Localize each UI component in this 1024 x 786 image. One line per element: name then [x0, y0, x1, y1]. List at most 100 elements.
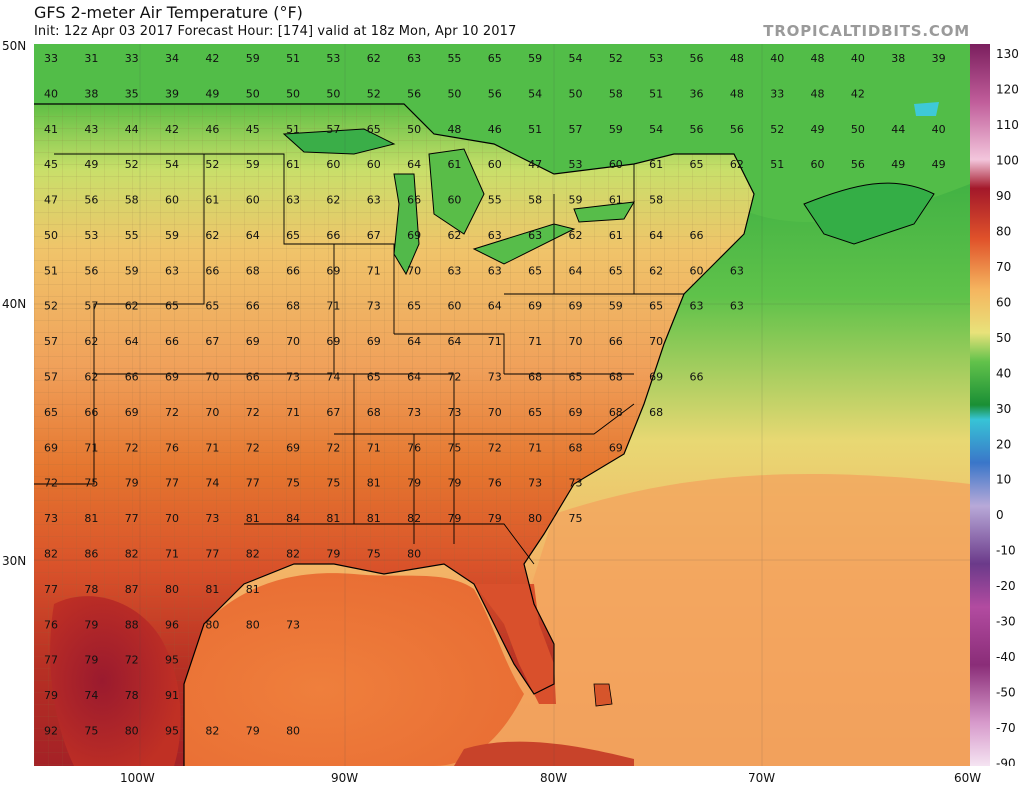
map-canvas: 33 31 33 34 42 59 51 53 62 63 55 65 59 54 52 53 56 48 40 48…	[34, 44, 970, 766]
temperature-value: 66	[326, 229, 340, 242]
temperature-value: 57	[44, 335, 58, 348]
temperature-value: 40	[932, 123, 946, 136]
temperature-value: 65	[649, 300, 663, 313]
temperature-value: 79	[326, 547, 340, 560]
temperature-value: 72	[165, 406, 179, 419]
temperature-value: 54	[649, 123, 663, 136]
temperature-value: 59	[609, 300, 623, 313]
temperature-value: 62	[649, 264, 663, 277]
temperature-value: 66	[125, 371, 139, 384]
temperature-value: 58	[125, 194, 139, 207]
temperature-value: 68	[609, 406, 623, 419]
temperature-value: 75	[447, 441, 461, 454]
temperature-value: 60	[165, 194, 179, 207]
temperature-value: 77	[44, 654, 58, 667]
temperature-value: 65	[528, 264, 542, 277]
temperature-value: 52	[44, 300, 58, 313]
temperature-value: 70	[165, 512, 179, 525]
temperature-value: 60	[367, 158, 381, 171]
temperature-value: 66	[286, 264, 300, 277]
colorbar-tick-label: 40	[996, 366, 1011, 380]
temperature-value: 58	[528, 194, 542, 207]
temperature-value: 77	[165, 477, 179, 490]
temperature-value: 51	[44, 264, 58, 277]
bahamas	[593, 683, 613, 707]
temperature-value: 54	[568, 52, 582, 65]
temperature-value: 59	[246, 52, 260, 65]
temperature-value: 56	[690, 52, 704, 65]
temperature-value: 62	[205, 229, 219, 242]
temperature-value: 73	[488, 371, 502, 384]
temperature-value: 75	[286, 477, 300, 490]
temperature-value: 79	[488, 512, 502, 525]
colorbar-tick-label: -90	[996, 757, 1016, 766]
temperature-value: 91	[165, 689, 179, 702]
temperature-value: 64	[568, 264, 582, 277]
maritimes	[803, 182, 935, 245]
temperature-value: 46	[488, 123, 502, 136]
temperature-value: 67	[326, 406, 340, 419]
temperature-value: 80	[528, 512, 542, 525]
colorbar-tick-label: 110	[996, 118, 1019, 132]
temperature-value: 63	[367, 194, 381, 207]
colorbar-gradient	[970, 44, 990, 766]
temperature-value: 50	[851, 123, 865, 136]
temperature-value: 66	[205, 264, 219, 277]
lat-lon-grid	[34, 44, 970, 766]
temperature-value: 63	[407, 52, 421, 65]
temperature-value: 70	[205, 371, 219, 384]
temperature-value: 65	[367, 371, 381, 384]
gulf-of-mexico	[184, 573, 524, 766]
temperature-value: 66	[690, 229, 704, 242]
temperature-value: 76	[488, 477, 502, 490]
temperature-value: 57	[568, 123, 582, 136]
temperature-value: 64	[447, 335, 461, 348]
temperature-value: 69	[407, 229, 421, 242]
temperature-value: 51	[770, 158, 784, 171]
temperature-value: 81	[246, 512, 260, 525]
temperature-value: 51	[286, 123, 300, 136]
temperature-value: 60	[690, 264, 704, 277]
lon-label-70w: 70W	[748, 771, 775, 785]
temperature-value: 61	[609, 194, 623, 207]
temperature-value: 57	[326, 123, 340, 136]
temperature-value: 79	[407, 477, 421, 490]
temperature-value: 55	[488, 194, 502, 207]
lake-huron	[428, 148, 485, 235]
temperature-value: 50	[286, 87, 300, 100]
temperature-value: 62	[326, 194, 340, 207]
temperature-value: 60	[811, 158, 825, 171]
temperature-value: 84	[286, 512, 300, 525]
colorbar-tick-label: -70	[996, 721, 1016, 735]
temperature-value: 80	[286, 724, 300, 737]
temperature-value: 59	[165, 229, 179, 242]
colorbar-tick-label: -40	[996, 650, 1016, 664]
temperature-value: 63	[447, 264, 461, 277]
temperature-value: 87	[125, 583, 139, 596]
temperature-value: 65	[568, 371, 582, 384]
temperature-value: 65	[367, 123, 381, 136]
temperature-value: 72	[326, 441, 340, 454]
colorbar-tick-label: 10	[996, 473, 1011, 487]
temperature-value: 52	[367, 87, 381, 100]
colorbar-labels: 130 120 110 100 90 80 70 60 50 40 30 20 10 0 -10 -20 -30…	[990, 44, 1024, 771]
temperature-value: 73	[205, 512, 219, 525]
temperature-value: 63	[488, 264, 502, 277]
colorbar-tick-label: 90	[996, 189, 1011, 203]
temperature-value: 64	[125, 335, 139, 348]
temperature-value: 74	[205, 477, 219, 490]
temperature-value: 65	[165, 300, 179, 313]
temperature-value: 78	[84, 583, 98, 596]
temperature-value: 71	[528, 441, 542, 454]
temperature-value: 72	[246, 441, 260, 454]
temperature-value: 82	[407, 512, 421, 525]
colorbar-tick-label: -50	[996, 686, 1016, 700]
temperature-value: 43	[84, 123, 98, 136]
temperature-value: 77	[44, 583, 58, 596]
temperature-value: 42	[165, 123, 179, 136]
lake-superior	[282, 128, 396, 155]
temperature-value: 65	[44, 406, 58, 419]
temperature-value: 42	[205, 52, 219, 65]
temperature-value: 35	[125, 87, 139, 100]
temperature-value: 65	[609, 264, 623, 277]
